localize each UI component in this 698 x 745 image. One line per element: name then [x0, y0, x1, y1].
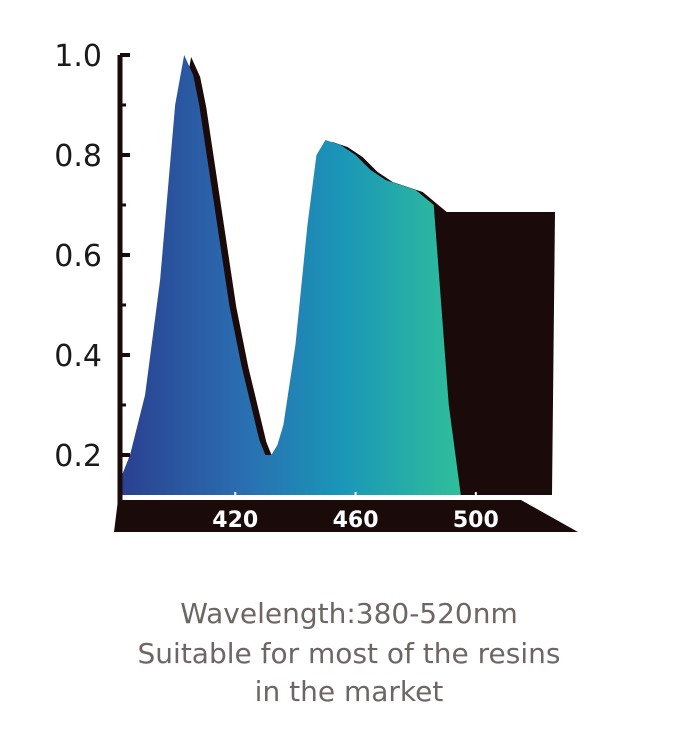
plot-area: [118, 55, 555, 495]
caption-suitability: Suitable for most of the resins: [137, 637, 561, 670]
x-tick-label: 420: [212, 508, 258, 533]
x-tick-label: 460: [333, 508, 379, 533]
caption-wavelength: Wavelength:380-520nm: [180, 597, 518, 630]
y-tick-label: 0.2: [54, 439, 102, 474]
axes: 1.0 0.8 0.6 0.4 0.2 420 460 500: [54, 39, 578, 533]
y-tick-label: 0.8: [54, 139, 102, 174]
spectrum-chart: 1.0 0.8 0.6 0.4 0.2 420 460 500: [54, 39, 578, 533]
caption-market: in the market: [254, 675, 444, 708]
y-tick-label: 0.4: [54, 339, 102, 374]
spectrum-area: [118, 55, 461, 495]
y-tick-label: 1.0: [54, 39, 102, 74]
x-tick-label: 500: [453, 508, 499, 533]
y-tick-label: 0.6: [54, 239, 102, 274]
x-axis-band: [114, 500, 578, 532]
